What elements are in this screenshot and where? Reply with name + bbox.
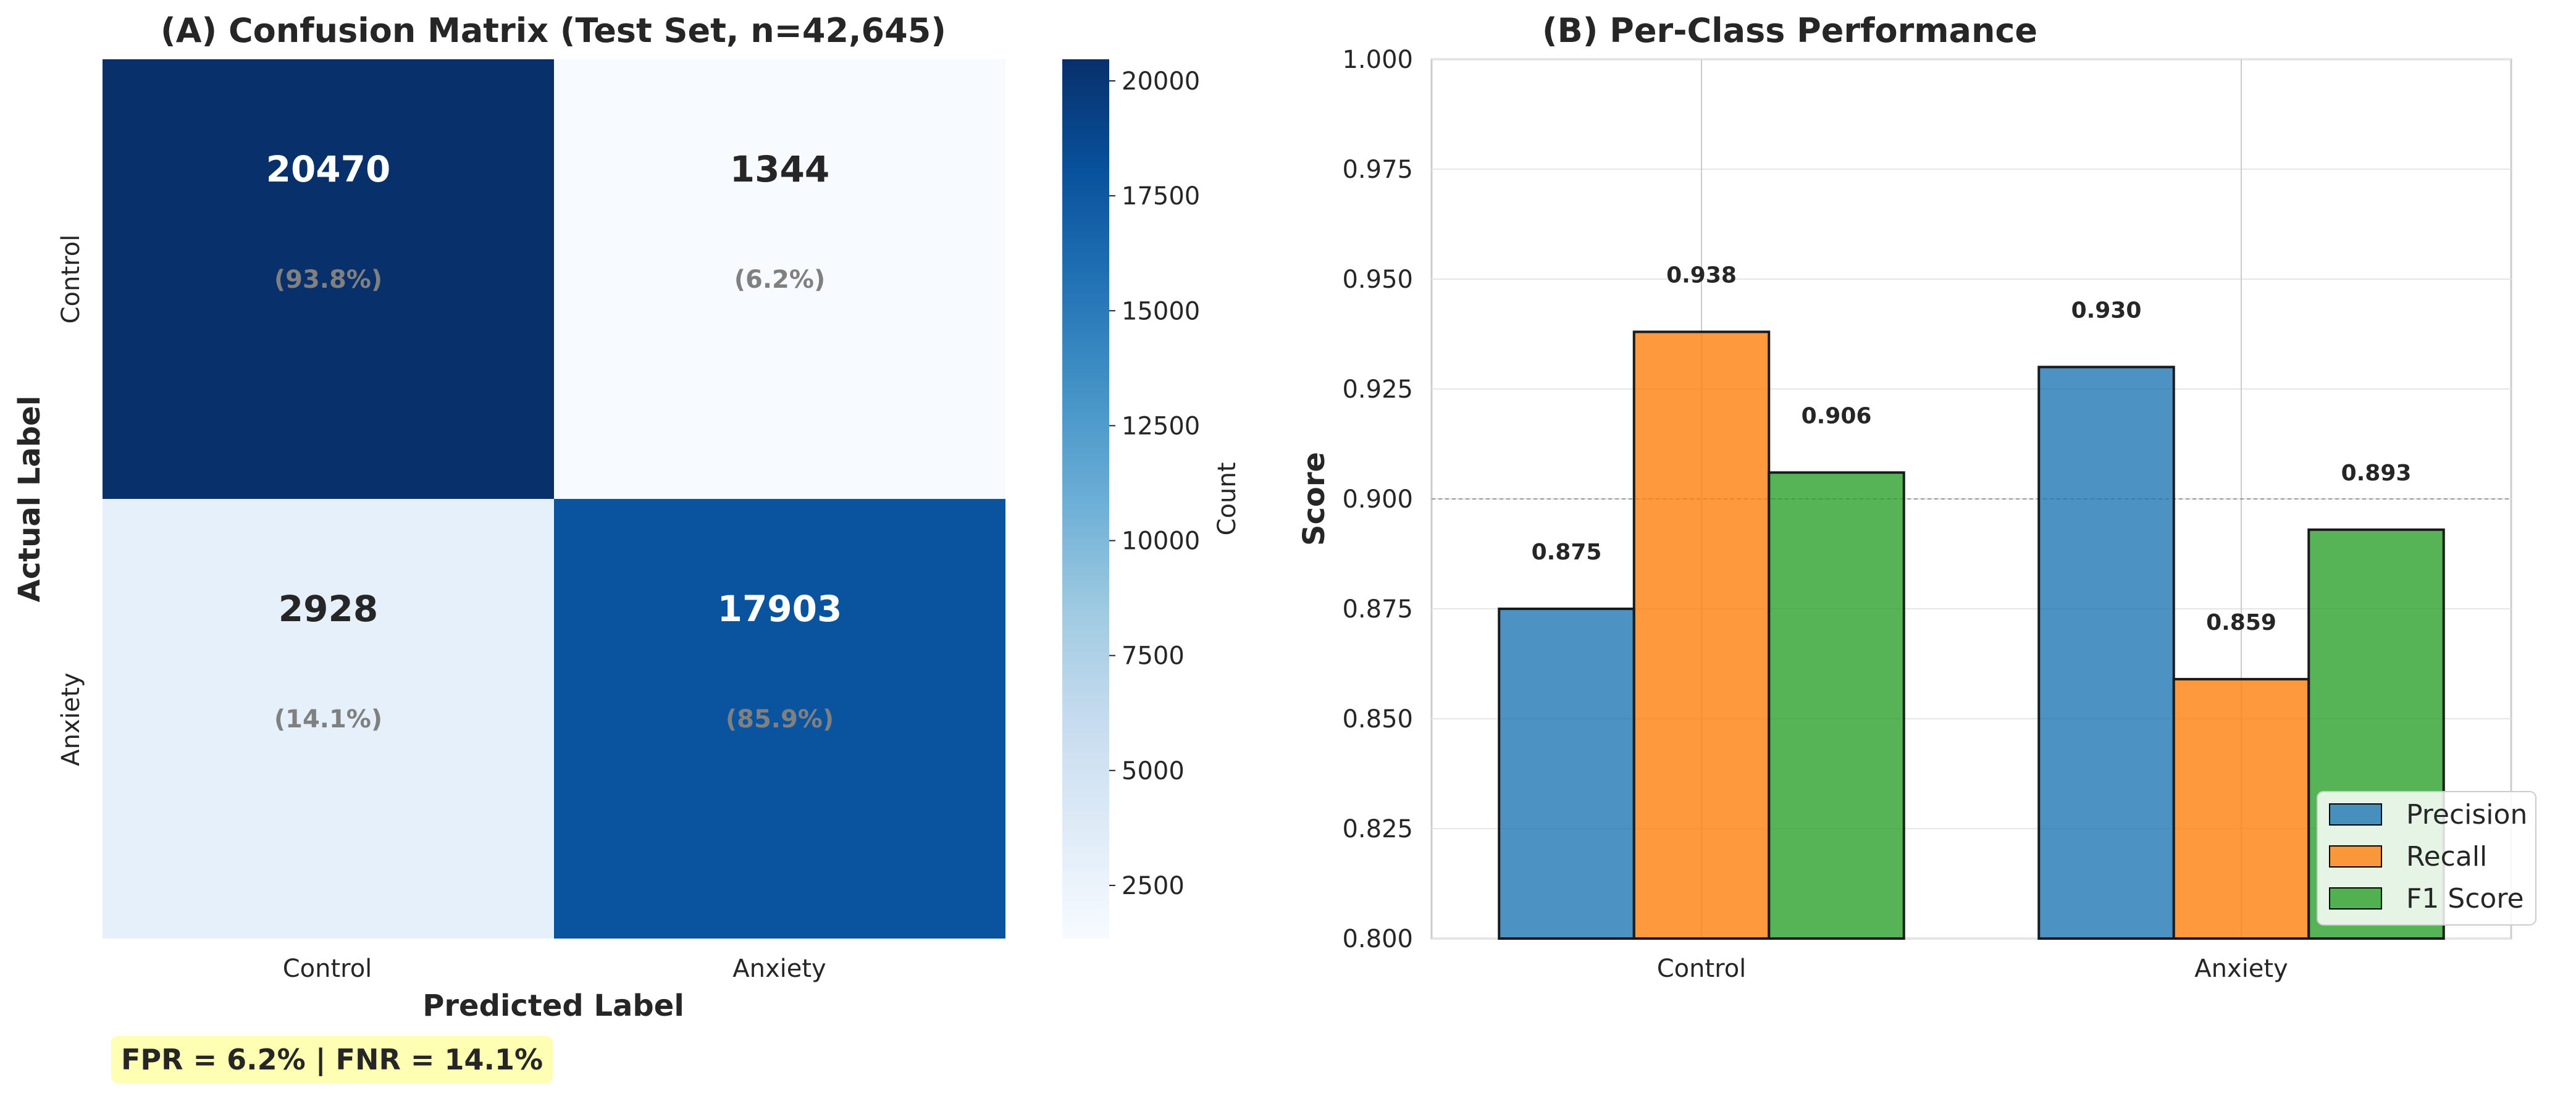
confusion-matrix-cells: 20470 (93.8%) 1344 (6.2%) 2928 (14.1%) 17903 (8… bbox=[103, 59, 1005, 939]
bar-value-label-precision-anxiety: 0.930 bbox=[2071, 298, 2142, 323]
legend-swatch-recall bbox=[2329, 845, 2382, 868]
bar-precision-anxiety bbox=[2037, 366, 2175, 940]
colorbar-ticks: 2500 5000 7500 10000 12500 15000 17500 20000 bbox=[1109, 67, 1200, 900]
colorbar-gradient bbox=[1062, 59, 1109, 939]
bar-legend: Precision Recall F1 Score bbox=[2317, 791, 2536, 926]
legend-label-precision: Precision bbox=[2406, 799, 2527, 830]
cm-cell-control-anxiety-count: 1344 bbox=[730, 148, 829, 190]
bar-recall-control bbox=[1632, 330, 1771, 940]
bar-precision-control bbox=[1498, 608, 1635, 940]
colorbar-label: Count bbox=[1213, 462, 1241, 536]
per-class-performance-panel: (B) Per-Class Performance 0.875 0.930 0.93… bbox=[1297, 11, 2536, 983]
y-tick-label-1.000: 1.000 bbox=[1342, 46, 1413, 74]
bar-value-label-recall-anxiety: 0.859 bbox=[2206, 610, 2276, 635]
bar-y-ticks: 0.800 0.825 0.850 0.875 0.900 0.925 0.950 0.975… bbox=[1342, 46, 1413, 953]
colorbar-tick-label-17500: 17500 bbox=[1122, 182, 1200, 211]
legend-label-f1: F1 Score bbox=[2406, 883, 2524, 914]
colorbar-tick-label-7500: 7500 bbox=[1122, 642, 1185, 671]
y-tick-label-0.900: 0.900 bbox=[1342, 485, 1413, 514]
col-label-control: Control bbox=[283, 955, 372, 983]
y-tick-label-0.875: 0.875 bbox=[1342, 595, 1413, 624]
cm-cell-control-control bbox=[103, 59, 554, 499]
colorbar-tick-label-12500: 12500 bbox=[1122, 412, 1200, 440]
y-axis-label-actual: Actual Label bbox=[12, 396, 47, 603]
y-tick-label-0.925: 0.925 bbox=[1342, 375, 1413, 404]
x-tick-label-control: Control bbox=[1657, 955, 1747, 983]
confusion-matrix-title: (A) Confusion Matrix (Test Set, n=42,645… bbox=[161, 11, 946, 50]
row-label-control: Control bbox=[57, 235, 85, 324]
legend-swatch-f1 bbox=[2329, 887, 2382, 910]
colorbar: 2500 5000 7500 10000 12500 15000 17500 20000 Co… bbox=[1062, 59, 1241, 939]
bar-value-label-f1-score-anxiety: 0.893 bbox=[2341, 461, 2412, 486]
bar-value-label-precision-control: 0.875 bbox=[1532, 540, 1602, 565]
bar-x-ticks: Control Anxiety bbox=[1657, 955, 2288, 983]
bar-y-axis-label: Score bbox=[1297, 452, 1332, 546]
col-label-anxiety: Anxiety bbox=[732, 955, 826, 983]
cm-cell-anxiety-control-count: 2928 bbox=[279, 588, 378, 630]
bar-value-label-recall-control: 0.938 bbox=[1666, 262, 1737, 288]
colorbar-tick-label-20000: 20000 bbox=[1122, 67, 1200, 96]
y-tick-label-0.825: 0.825 bbox=[1342, 815, 1413, 843]
legend-label-recall: Recall bbox=[2406, 841, 2487, 872]
bar-value-label-f1-score-control: 0.906 bbox=[1802, 403, 1872, 429]
error-rate-footnote: FPR = 6.2% | FNR = 14.1% bbox=[111, 1036, 553, 1083]
x-tick-label-anxiety: Anxiety bbox=[2194, 955, 2288, 983]
cm-cell-anxiety-control-percent: (14.1%) bbox=[274, 705, 382, 734]
bar-f1-score-control bbox=[1768, 471, 1905, 940]
cm-cell-control-control-percent: (93.8%) bbox=[274, 266, 382, 294]
y-tick-label-0.800: 0.800 bbox=[1342, 925, 1413, 953]
colorbar-tick-label-5000: 5000 bbox=[1122, 757, 1185, 785]
colorbar-tick-label-15000: 15000 bbox=[1122, 297, 1200, 325]
cm-cell-control-anxiety-percent: (6.2%) bbox=[734, 266, 826, 294]
cm-cell-anxiety-anxiety-percent: (85.9%) bbox=[726, 705, 834, 734]
cm-cell-control-anxiety bbox=[554, 59, 1005, 499]
bar-recall-anxiety bbox=[2172, 677, 2310, 940]
cm-cell-anxiety-anxiety-count: 17903 bbox=[718, 588, 842, 630]
y-tick-label-0.975: 0.975 bbox=[1342, 156, 1413, 184]
cm-cell-control-control-count: 20470 bbox=[266, 148, 391, 190]
bar-value-labels: 0.875 0.930 0.938 0.859 0.906 0.893 bbox=[1532, 262, 2412, 635]
colorbar-tick-label-2500: 2500 bbox=[1122, 872, 1185, 900]
confusion-matrix-panel: (A) Confusion Matrix (Test Set, n=42,645… bbox=[12, 11, 1005, 1023]
row-label-anxiety: Anxiety bbox=[57, 672, 85, 766]
bar-marks bbox=[1498, 330, 2445, 940]
cm-cell-anxiety-control bbox=[103, 499, 554, 939]
bar-chart-title: (B) Per-Class Performance bbox=[1542, 11, 2037, 50]
cm-cell-anxiety-anxiety bbox=[554, 499, 1005, 939]
y-tick-label-0.850: 0.850 bbox=[1342, 705, 1413, 734]
legend-swatch-precision bbox=[2329, 803, 2382, 826]
y-tick-label-0.950: 0.950 bbox=[1342, 266, 1413, 294]
colorbar-tick-label-10000: 10000 bbox=[1122, 527, 1200, 556]
x-axis-label-predicted: Predicted Label bbox=[422, 989, 684, 1023]
